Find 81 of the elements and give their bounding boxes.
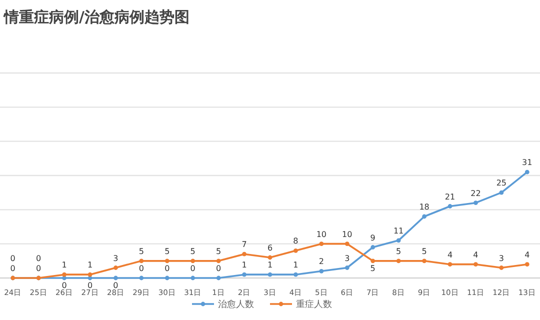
point [164,258,170,264]
point [216,276,221,280]
point [448,262,452,267]
data-label: 5 [396,246,402,256]
data-label: 5 [138,246,144,256]
data-label: 4 [473,250,478,260]
point [62,272,66,277]
data-label: 10 [342,230,352,239]
point [294,272,298,277]
point [190,276,196,280]
point [448,204,452,208]
data-label: 9 [370,233,376,242]
point [524,262,530,267]
data-label: 0 [62,281,67,290]
data-label: 8 [293,236,298,246]
data-label: 0 [10,264,16,273]
point [370,245,376,250]
data-label: 0 [10,254,16,263]
data-label: 0 [113,281,118,290]
point [499,266,504,270]
point [190,258,196,264]
point [164,276,170,280]
data-label: 18 [419,202,430,212]
data-label: 3 [113,254,118,263]
data-label: 11 [393,226,404,236]
data-label: 5 [164,246,170,256]
point [268,272,272,277]
data-label: 0 [36,264,42,273]
point [422,214,426,219]
point [216,258,221,264]
data-label: 3 [344,254,350,263]
data-label: 10 [316,230,327,239]
point [524,170,530,174]
data-label: 31 [522,158,532,168]
data-label: 1 [267,260,273,270]
point [474,262,478,267]
data-label: 4 [447,250,453,260]
data-label: 3 [498,254,504,263]
data-label: 0 [36,254,42,263]
data-label: 5 [216,246,222,256]
point [319,268,324,274]
point [114,266,118,270]
point [268,255,272,260]
chart-title: 情重症病例/治愈病例趋势图 [3,8,190,26]
data-label: 7 [242,240,247,250]
point [139,276,144,280]
point [242,252,246,256]
data-label: 0 [164,264,170,273]
data-label: 1 [62,260,67,270]
point [474,200,478,206]
data-label: 5 [422,246,427,256]
data-label: 0 [138,264,144,273]
point [319,242,324,246]
data-label: 1 [242,260,247,270]
point [370,258,376,264]
point [396,258,401,264]
data-label: 0 [87,281,93,290]
data-label: 6 [267,244,273,252]
data-label: 22 [470,188,481,198]
data-label: 1 [87,260,93,270]
data-label: 5 [370,264,376,273]
data-label: 0 [190,264,196,273]
point [499,190,504,195]
data-label: 25 [496,178,507,188]
legend-label: 重症人数 [296,299,332,310]
point [344,242,350,246]
data-label: 4 [524,250,530,260]
data-label: 1 [293,260,298,270]
point [344,266,350,270]
point [88,272,92,277]
point [139,258,144,264]
data-label: 21 [444,192,456,202]
legend-label: 治愈人数 [218,299,254,310]
point [396,238,401,243]
point [422,258,426,264]
point [294,248,298,253]
point [114,276,118,280]
point [242,272,246,277]
data-label: 2 [318,257,324,266]
data-label: 5 [190,246,196,256]
data-label: 0 [216,264,222,273]
